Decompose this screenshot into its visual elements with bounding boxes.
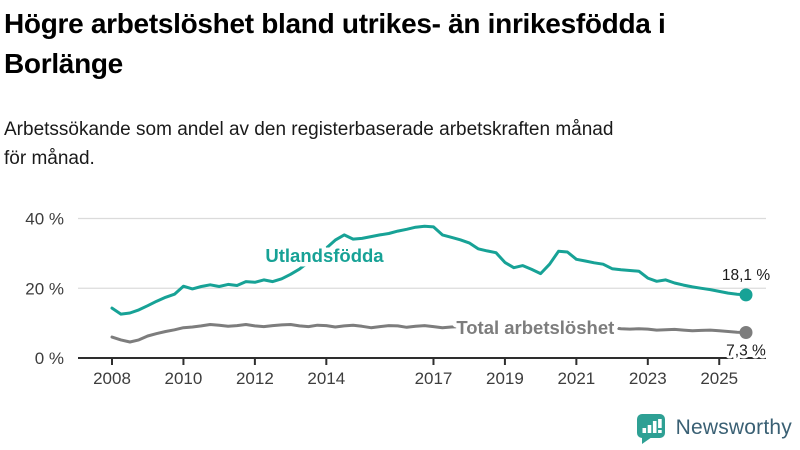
series-line-utlandsfodda (110, 224, 748, 316)
x-tick-label: 2025 (700, 369, 738, 388)
end-value-utlandsfodda: 18,1 % (722, 267, 770, 284)
x-tick-label: 2017 (415, 369, 453, 388)
x-tick-label: 2008 (93, 369, 131, 388)
series-label-total-arbetsloshet: Total arbetslöshet (456, 317, 614, 338)
x-tick-label: 2019 (486, 369, 524, 388)
x-tick-label: 2012 (236, 369, 274, 388)
y-tick-label: 0 % (35, 349, 64, 368)
newsworthy-bubble-chart-icon (636, 414, 665, 444)
end-dot-total-arbetsloshet (739, 326, 753, 339)
chart-area: 0 % 20 % 40 % 2008 2010 2012 2014 2017 2019 2021 2… (0, 195, 800, 405)
y-tick-label: 40 % (25, 210, 64, 229)
x-tick-label: 2021 (557, 369, 595, 388)
newsworthy-logo: Newsworthy (634, 411, 792, 445)
series-label-utlandsfodda: Utlandsfödda (265, 245, 384, 266)
x-tick-label: 2014 (307, 369, 345, 388)
end-value-total-arbetsloshet: 7,3 % (726, 343, 766, 360)
y-tick-label: 20 % (25, 279, 64, 298)
chart-subtitle: Arbetssökande som andel av den registerb… (4, 119, 614, 169)
end-dot-utlandsfodda (739, 288, 753, 302)
x-tick-label: 2010 (165, 369, 203, 388)
x-tick-label: 2023 (629, 369, 667, 388)
newsworthy-wordmark: Newsworthy (675, 416, 792, 439)
line-chart: 0 % 20 % 40 % 2008 2010 2012 2014 2017 2019 2021 2… (25, 210, 773, 389)
series-line-total-arbetsloshet (110, 321, 748, 344)
page-title: Högre arbetslöshet bland utrikes- än inr… (4, 8, 666, 79)
